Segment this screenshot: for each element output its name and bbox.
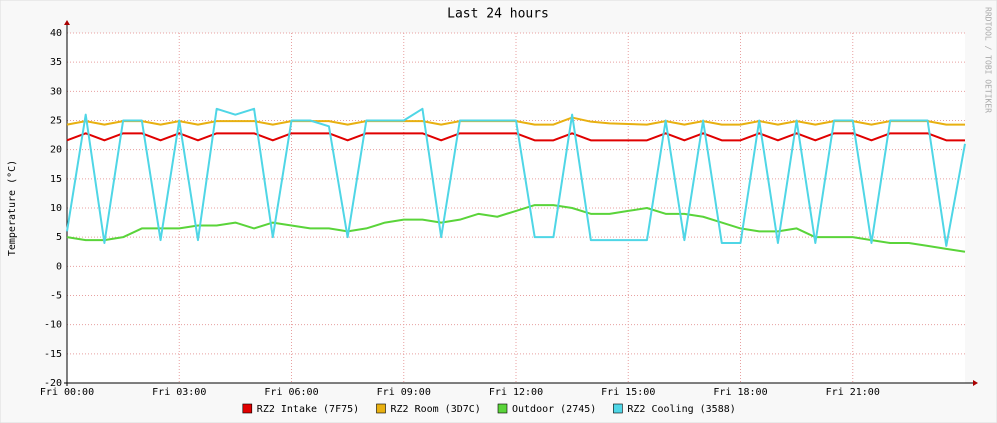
watermark: RRDTOOL / TOBI OETIKER [984, 7, 993, 113]
legend-swatch [376, 403, 386, 414]
x-tick-label: Fri 09:00 [377, 387, 431, 398]
y-tick-label: 5 [56, 232, 62, 243]
x-tick-label: Fri 15:00 [601, 387, 655, 398]
y-axis-arrow [64, 20, 70, 25]
y-tick-label: 10 [50, 203, 62, 214]
chart-title: Last 24 hours [447, 7, 549, 22]
y-tick-label: 30 [50, 86, 62, 97]
x-tick-label: Fri 18:00 [713, 387, 767, 398]
x-tick-label: Fri 12:00 [489, 387, 543, 398]
y-tick-label: 20 [50, 145, 62, 156]
y-tick-label: -15 [44, 349, 62, 360]
y-tick-label: -20 [44, 378, 62, 389]
x-tick-label: Fri 06:00 [264, 387, 318, 398]
series-line [66, 132, 965, 142]
y-tick-label: 25 [50, 116, 62, 127]
y-axis-label: Temperature (°C) [7, 160, 18, 256]
x-tick-label: Fri 00:00 [40, 387, 94, 398]
y-tick-label: 40 [50, 28, 62, 39]
x-tick-label: Fri 21:00 [826, 387, 880, 398]
x-axis-arrow [973, 380, 978, 386]
legend-swatch [242, 403, 253, 414]
y-tick-label: 35 [50, 57, 62, 68]
legend-label: RZ2 Intake (7F75) [257, 404, 359, 415]
legend-swatch [497, 403, 508, 414]
y-tick-label: 15 [50, 174, 62, 185]
y-tick-label: -10 [44, 320, 62, 331]
x-tick-label: Fri 03:00 [152, 387, 206, 398]
legend-label: RZ2 Cooling (3588) [627, 404, 735, 415]
legend-label: Outdoor (2745) [512, 404, 596, 415]
legend-label: RZ2 Room (3D7C) [391, 404, 481, 415]
series-line [66, 107, 966, 247]
y-tick-label: 0 [56, 261, 62, 272]
legend-swatch [613, 403, 623, 414]
y-tick-label: -5 [50, 291, 62, 302]
